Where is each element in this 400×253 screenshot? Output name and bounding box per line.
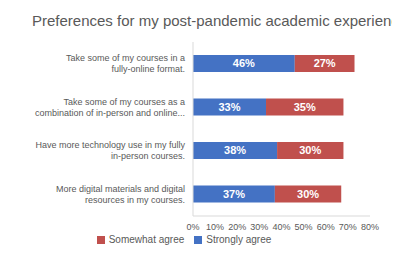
- svg-text:0%: 0%: [186, 222, 199, 232]
- svg-text:33%: 33%: [218, 101, 240, 113]
- svg-text:40%: 40%: [272, 222, 290, 232]
- svg-text:27%: 27%: [314, 57, 336, 69]
- svg-text:70%: 70%: [339, 222, 357, 232]
- html-text:Strongly agree: Strongly agree: [206, 234, 272, 245]
- svg-text:37%: 37%: [223, 188, 245, 200]
- svg-text:46%: 46%: [233, 57, 255, 69]
- svg-text:20%: 20%: [228, 222, 246, 232]
- svg-text:Take some of my courses in afu: Take some of my courses in afully-online…: [66, 53, 185, 74]
- svg-text:50%: 50%: [295, 222, 313, 232]
- svg-text:10%: 10%: [206, 222, 224, 232]
- svg-text:Take some of my courses as aco: Take some of my courses as acombination …: [35, 97, 185, 118]
- svg-text:80%: 80%: [361, 222, 379, 232]
- svg-text:Have more technology use in my: Have more technology use in my fullyin-p…: [35, 140, 185, 161]
- svg-text:30%: 30%: [297, 188, 319, 200]
- svg-text:More digital materials and dig: More digital materials and digitalresour…: [56, 184, 185, 205]
- svg-text:38%: 38%: [224, 144, 246, 156]
- svg-text:60%: 60%: [317, 222, 335, 232]
- svg-text:30%: 30%: [299, 144, 321, 156]
- html-text:Somewhat agree: Somewhat agree: [108, 234, 185, 245]
- svg-text:35%: 35%: [294, 101, 316, 113]
- svg-text:30%: 30%: [250, 222, 268, 232]
